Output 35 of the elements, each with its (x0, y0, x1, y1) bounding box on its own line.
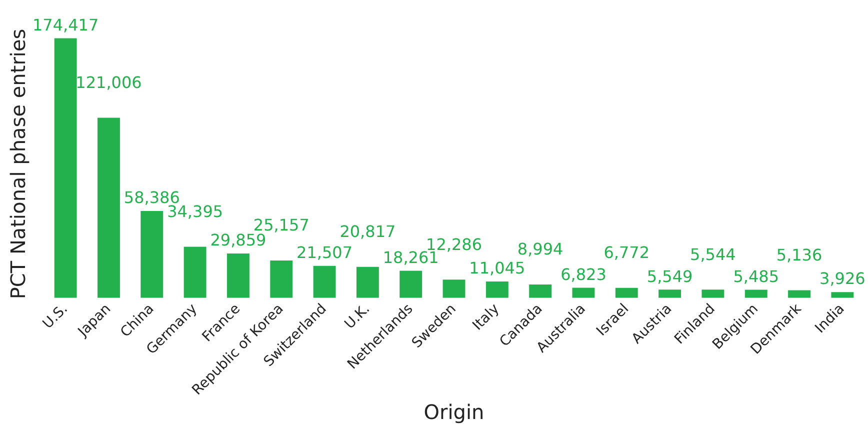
y-axis-title: PCT National phase entries (6, 28, 30, 300)
bar (226, 253, 250, 298)
bar (140, 211, 164, 298)
bar (313, 266, 336, 298)
x-tick-label: U.S. (40, 300, 71, 332)
bar (788, 290, 810, 298)
bar (831, 292, 854, 298)
data-label: 5,549 (646, 266, 693, 286)
bar (400, 270, 422, 298)
data-label: 20,817 (340, 222, 396, 242)
data-label: 6,772 (604, 242, 650, 262)
bar (615, 288, 638, 298)
data-label: 3,926 (820, 269, 866, 288)
data-label: 5,485 (733, 266, 780, 286)
bar (356, 266, 379, 298)
bar (529, 284, 552, 298)
bar (658, 290, 682, 298)
data-label: 21,507 (296, 243, 353, 262)
data-label: 121,006 (76, 72, 142, 92)
data-label: 11,045 (469, 258, 526, 278)
data-label: 5,544 (690, 244, 736, 264)
bar (98, 118, 120, 298)
data-label: 5,136 (776, 245, 822, 264)
bar (184, 246, 206, 298)
bar (54, 38, 77, 298)
bar (442, 280, 466, 298)
bar (744, 290, 768, 298)
bar (270, 260, 293, 298)
bar (486, 281, 508, 298)
data-label: 8,994 (517, 240, 564, 259)
data-label: 6,823 (560, 264, 606, 284)
data-label: 174,417 (32, 15, 99, 34)
bar (572, 288, 595, 298)
x-axis-title: Origin (424, 400, 484, 424)
bar (702, 290, 724, 298)
